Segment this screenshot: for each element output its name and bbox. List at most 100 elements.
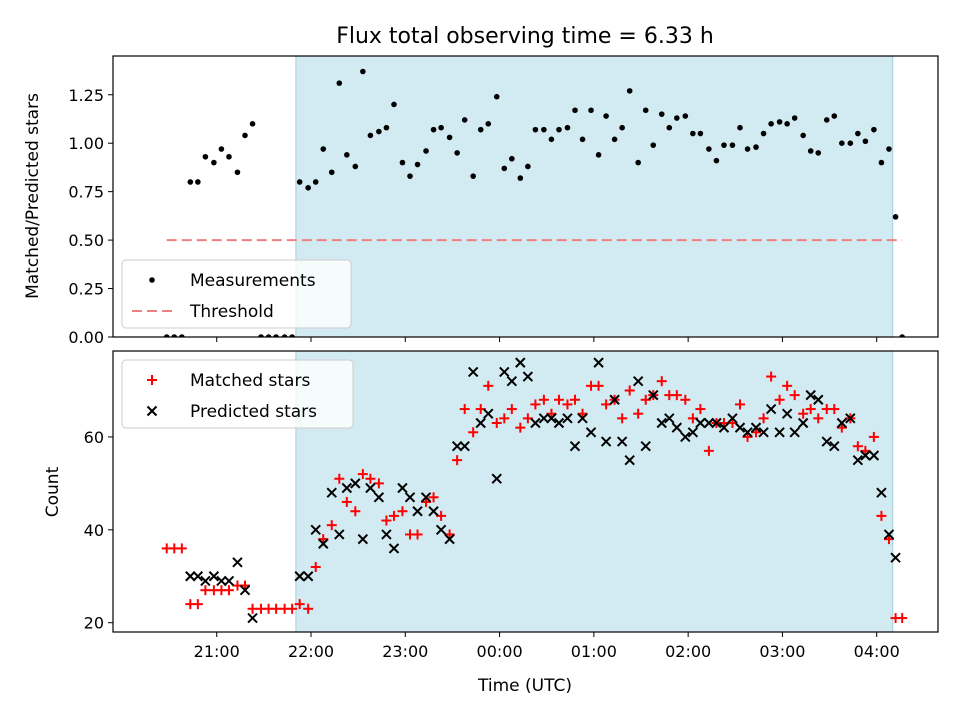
- x-tick-label: 21:00: [194, 642, 240, 661]
- measurement-point: [791, 115, 798, 121]
- measurement-point: [376, 128, 382, 135]
- x-stroke: [412, 506, 423, 517]
- axes-bottom: 21:00 22:00 23:00 00:00 01:00 02:00 03:00 04:00…: [84, 350, 939, 661]
- x-stroke: [890, 552, 901, 563]
- measurement-point: [823, 117, 830, 123]
- x-stroke: [789, 427, 800, 438]
- predicted-stars-point: [412, 506, 423, 517]
- predicted-stars-point: [781, 408, 793, 419]
- x-stroke: [860, 450, 871, 461]
- predicted-stars-point: [223, 575, 235, 587]
- predicted-stars-point: [373, 492, 385, 503]
- x-stroke: [475, 417, 486, 429]
- measurement-point: [642, 107, 649, 114]
- measurement-point: [195, 179, 201, 185]
- predicted-stars-point: [821, 436, 832, 447]
- x-stroke: [467, 366, 479, 378]
- predicted-stars-point: [585, 427, 597, 438]
- x-tick-label: 22:00: [288, 642, 334, 661]
- predicted-stars-point: [765, 403, 777, 415]
- x-stroke: [616, 436, 628, 447]
- measurement-point: [399, 159, 406, 166]
- predicted-stars-point: [522, 371, 534, 382]
- measurement-point: [626, 88, 633, 94]
- matched-stars-point: [357, 469, 368, 480]
- x-stroke: [805, 389, 816, 401]
- predicted-stars-point: [451, 441, 463, 452]
- x-stroke: [569, 441, 581, 452]
- matched-stars-point: [897, 613, 908, 624]
- measurement-point: [564, 124, 571, 131]
- measurement-point: [855, 130, 861, 137]
- measurement-point: [713, 157, 720, 164]
- measurement-point: [776, 119, 783, 125]
- predicted-stars-point: [577, 413, 588, 424]
- x-stroke: [600, 436, 612, 447]
- x-stroke: [609, 394, 620, 405]
- legend: Matched stars Predicted stars: [121, 359, 354, 429]
- matched-stars-point: [459, 404, 470, 415]
- measurement-point: [320, 146, 327, 152]
- measurement-point: [218, 146, 225, 152]
- measurement-point: [407, 173, 413, 179]
- matched-stars-point: [341, 496, 352, 507]
- matched-stars-point: [601, 399, 612, 410]
- measurement-point: [674, 115, 680, 121]
- measurement-point: [768, 121, 774, 127]
- predicted-stars-point: [758, 427, 769, 438]
- y-axis-label-bottom: Count: [43, 466, 63, 517]
- measurement-point: [249, 121, 256, 127]
- legend: Measurements Threshold: [121, 259, 352, 329]
- predicted-stars-point: [200, 575, 211, 587]
- measurement-point: [461, 117, 468, 123]
- x-tick-label: 23:00: [382, 642, 428, 661]
- legend-box: [121, 259, 352, 329]
- x-stroke: [506, 375, 518, 387]
- measurement-point: [234, 169, 241, 176]
- matched-stars-point: [774, 394, 785, 405]
- x-stroke: [318, 538, 329, 549]
- matched-stars-point: [515, 422, 526, 433]
- x-stroke: [758, 427, 769, 438]
- predicted-stars-point: [499, 366, 510, 378]
- x-axis-label: Time (UTC): [477, 676, 572, 696]
- x-stroke: [350, 478, 361, 489]
- x-stroke: [302, 571, 314, 582]
- matched-stars-point: [310, 561, 321, 572]
- x-stroke: [562, 413, 573, 424]
- predicted-stars-point: [562, 413, 573, 424]
- matched-stars-point: [271, 603, 282, 614]
- x-stroke: [530, 417, 541, 429]
- measurement-point: [595, 152, 602, 158]
- matched-stars-point: [766, 371, 777, 382]
- predicted-stars-point: [876, 487, 887, 498]
- predicted-stars-point: [883, 529, 895, 540]
- measurement-point: [666, 124, 673, 131]
- measurement-point: [187, 179, 194, 185]
- matched-stars-point: [671, 390, 682, 401]
- matched-stars-point: [491, 417, 502, 428]
- measurement-point: [556, 126, 562, 133]
- x-stroke: [522, 371, 534, 382]
- x-stroke: [553, 417, 565, 429]
- predicted-stars-point: [381, 529, 392, 540]
- predicted-stars-point: [718, 422, 730, 433]
- matched-stars-point: [624, 385, 635, 396]
- measurement-point: [383, 124, 390, 131]
- x-stroke: [232, 557, 243, 568]
- x-stroke: [640, 441, 651, 452]
- predicted-stars-point: [600, 436, 612, 447]
- x-stroke: [546, 413, 557, 424]
- measurement-point: [163, 334, 170, 337]
- legend-dot-marker: [149, 277, 155, 283]
- x-stroke: [577, 413, 588, 424]
- predicted-stars-point: [664, 413, 675, 424]
- matched-stars-point: [805, 404, 816, 415]
- matched-stars-point: [428, 492, 439, 503]
- measurement-point: [588, 107, 594, 114]
- y-tick-label: 0.00: [68, 328, 104, 347]
- x-stroke: [200, 575, 211, 587]
- x-stroke: [703, 417, 715, 429]
- matched-stars-point: [530, 399, 541, 410]
- x-stroke: [483, 408, 494, 419]
